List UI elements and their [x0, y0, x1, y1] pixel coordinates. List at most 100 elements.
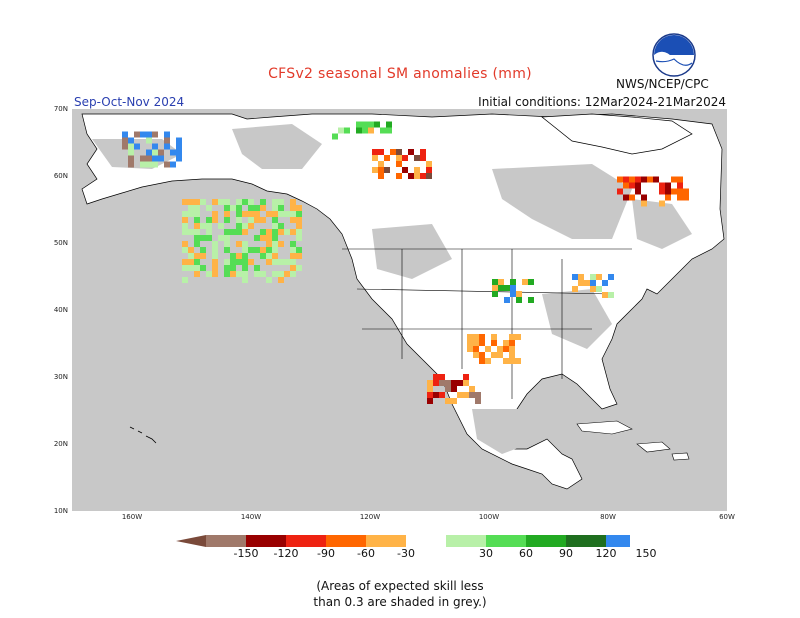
anomaly-cell: [170, 161, 176, 168]
anomaly-cell: [469, 386, 475, 392]
anomaly-cell: [194, 241, 200, 247]
anomaly-cell: [122, 131, 128, 138]
anomaly-cell: [433, 374, 439, 380]
anomaly-cell: [623, 182, 629, 189]
anomaly-cell: [509, 358, 515, 364]
anomaly-cell: [242, 223, 248, 229]
anomaly-cell: [590, 286, 596, 292]
anomaly-cell: [368, 127, 374, 134]
anomaly-cell: [146, 161, 152, 168]
anomaly-cell: [266, 259, 272, 265]
anomaly-cell: [497, 346, 503, 352]
colorbar-label: 60: [519, 547, 533, 560]
anomaly-cell: [590, 280, 596, 286]
anomaly-cell: [236, 199, 242, 205]
anomaly-cell: [284, 211, 290, 217]
anomaly-cell: [224, 235, 230, 241]
lat-label: 10N: [53, 507, 68, 515]
anomaly-cell: [188, 247, 194, 253]
anomaly-cell: [653, 176, 659, 183]
anomaly-cell: [572, 286, 578, 292]
anomaly-cell: [248, 211, 254, 217]
anomaly-cell: [491, 340, 497, 346]
anomaly-cell: [188, 229, 194, 235]
anomaly-cell: [457, 380, 463, 386]
anomaly-cell: [467, 334, 473, 340]
anomaly-cell: [194, 235, 200, 241]
anomaly-cell: [278, 241, 284, 247]
anomaly-cell: [641, 176, 647, 183]
anomaly-cell: [629, 182, 635, 189]
anomaly-cell: [485, 358, 491, 364]
anomaly-cell: [272, 247, 278, 253]
colorbar-swatch: [246, 535, 286, 547]
anomaly-cell: [260, 247, 266, 253]
anomaly-cell: [242, 277, 248, 283]
anomaly-cell: [194, 217, 200, 223]
land-hawaii: [129, 426, 157, 444]
anomaly-cell: [278, 259, 284, 265]
anomaly-cell: [194, 205, 200, 211]
anomaly-cell: [509, 340, 515, 346]
anomaly-cell: [194, 211, 200, 217]
anomaly-cell: [296, 253, 302, 259]
anomaly-cell: [254, 265, 260, 271]
anomaly-cell: [426, 167, 432, 173]
colorbar-label: -150: [233, 547, 259, 560]
anomaly-cell: [510, 279, 516, 285]
anomaly-cell: [212, 271, 218, 277]
anomaly-cell: [384, 167, 390, 173]
anomaly-cell: [509, 346, 515, 352]
anomaly-cell: [427, 392, 433, 398]
anomaly-cell: [242, 265, 248, 271]
agency-label: NWS/NCEP/CPC: [616, 77, 709, 91]
anomaly-cell: [224, 265, 230, 271]
colorbar-swatch: [366, 535, 406, 547]
anomaly-cell: [260, 199, 266, 205]
anomaly-cell: [266, 247, 272, 253]
anomaly-cell: [504, 297, 510, 303]
anomaly-cell: [665, 182, 671, 189]
anomaly-cell: [617, 188, 623, 195]
anomaly-cell: [469, 392, 475, 398]
anomaly-cell: [356, 127, 362, 134]
anomaly-cell: [439, 380, 445, 386]
anomaly-cell: [206, 205, 212, 211]
anomaly-cell: [677, 176, 683, 183]
anomaly-cell: [296, 217, 302, 223]
colorbar-label: 150: [635, 547, 657, 560]
anomaly-cell: [224, 271, 230, 277]
anomaly-cell: [260, 229, 266, 235]
anomaly-cell: [602, 292, 608, 298]
anomaly-cell: [510, 285, 516, 291]
anomaly-cell: [665, 188, 671, 195]
anomaly-cell: [290, 253, 296, 259]
anomaly-cell: [635, 188, 641, 195]
anomaly-cell: [248, 217, 254, 223]
anomaly-cell: [266, 277, 272, 283]
anomaly-cell: [278, 211, 284, 217]
anomaly-cell: [128, 149, 134, 156]
anomaly-cell: [236, 271, 242, 277]
anomaly-cell: [433, 380, 439, 386]
anomaly-cell: [463, 380, 469, 386]
anomaly-cell: [230, 259, 236, 265]
anomaly-cell: [492, 291, 498, 297]
anomaly-cell: [457, 392, 463, 398]
anomaly-cell: [188, 211, 194, 217]
anomaly-cell: [408, 173, 414, 179]
anomaly-cell: [218, 235, 224, 241]
anomaly-cell: [290, 199, 296, 205]
colorbar-label: -60: [357, 547, 375, 560]
anomaly-cell: [146, 155, 152, 162]
anomaly-cell: [509, 352, 515, 358]
anomaly-cell: [368, 121, 374, 128]
anomaly-cell: [242, 247, 248, 253]
anomaly-cell: [242, 253, 248, 259]
anomaly-cell: [218, 199, 224, 205]
anomaly-cell: [146, 131, 152, 138]
anomaly-cell: [128, 143, 134, 150]
anomaly-cell: [332, 133, 338, 140]
anomaly-cell: [671, 188, 677, 195]
anomaly-cell: [242, 229, 248, 235]
